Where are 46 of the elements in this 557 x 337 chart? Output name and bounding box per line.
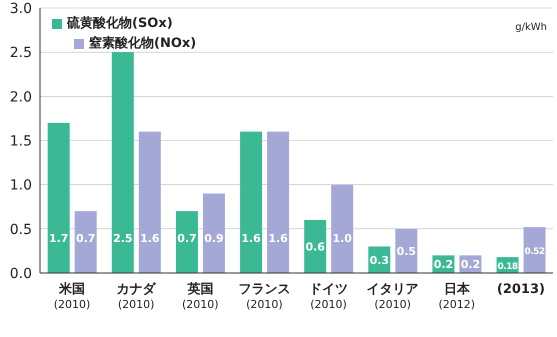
data-label: 0.2 xyxy=(434,258,454,272)
bar xyxy=(331,184,354,273)
data-label: 1.7 xyxy=(48,232,68,245)
data-label: 1.6 xyxy=(241,232,262,245)
x-tick-label: フランス (2010) xyxy=(238,282,290,311)
y-tick-label: 3.0 xyxy=(10,0,32,17)
data-label: 1.6 xyxy=(268,232,288,245)
bar xyxy=(267,132,290,273)
data-label: 0.7 xyxy=(76,232,96,245)
bar xyxy=(112,52,134,273)
data-label: 0.7 xyxy=(177,232,197,245)
bar xyxy=(138,132,161,273)
data-label: 0.3 xyxy=(370,254,390,267)
data-label: 1.6 xyxy=(140,232,160,245)
data-label: 0.52 xyxy=(524,247,545,258)
annotation: g/kWh xyxy=(515,22,547,33)
y-tick-label: 1.0 xyxy=(10,178,32,194)
bar xyxy=(74,211,97,273)
bar xyxy=(395,228,418,273)
x-tick-label: カナダ (2010) xyxy=(116,282,157,311)
bar xyxy=(176,211,198,273)
x-tick-label: 英国 (2010) xyxy=(182,282,219,311)
bar xyxy=(304,220,326,273)
y-tick-label: 2.0 xyxy=(10,89,32,106)
data-label: 0.18 xyxy=(497,262,518,272)
x-tick-label: イタリア (2010) xyxy=(366,282,419,311)
x-tick-label: 日本 (2012) xyxy=(438,282,476,311)
bar xyxy=(48,122,70,273)
data-label: 0.6 xyxy=(305,240,326,254)
data-label: 1.0 xyxy=(332,232,352,245)
data-label: 0.9 xyxy=(204,232,224,245)
data-label: 0.5 xyxy=(396,244,416,258)
y-tick-label: 0.5 xyxy=(10,222,32,238)
x-tick-label: 米国 (2010) xyxy=(54,282,90,311)
x-tick-label: ドイツ (2010) xyxy=(309,282,348,311)
data-label: 2.5 xyxy=(113,232,133,245)
x-tick-label: (2013) xyxy=(496,282,545,297)
y-tick-label: 1.5 xyxy=(10,133,32,150)
y-tick-label: 0.0 xyxy=(10,266,32,282)
bar xyxy=(202,194,225,273)
y-tick-label: 2.5 xyxy=(10,45,32,62)
data-label: 0.2 xyxy=(460,258,480,272)
legend-label: 窒素酸化物(NOx) xyxy=(89,34,196,53)
bar xyxy=(524,227,546,273)
legend-label: 硫黄酸化物(SOx) xyxy=(67,14,173,33)
bar xyxy=(240,132,262,273)
